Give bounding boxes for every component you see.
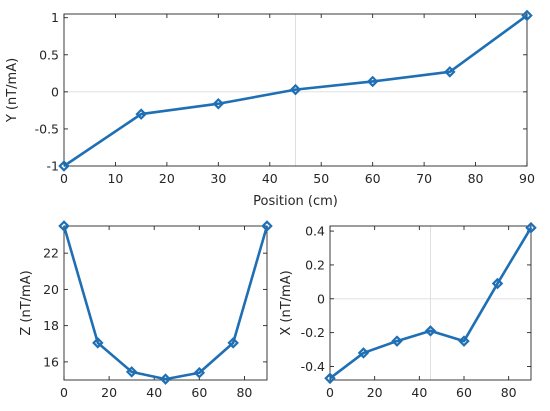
x-tick-label: 60: [365, 171, 381, 186]
y-tick-label: 0: [51, 84, 59, 99]
y-tick-label: 18: [43, 318, 59, 333]
data-point: [357, 347, 370, 359]
x-tick-label: 80: [236, 385, 252, 400]
x-tick-label: 50: [313, 171, 329, 186]
plot-frame: [329, 225, 532, 381]
x-tick-label: 30: [210, 171, 226, 186]
x-tick-label: 70: [416, 171, 432, 186]
x-tick-label: 60: [456, 385, 472, 400]
y-tick-label: 16: [43, 354, 59, 369]
data-point: [525, 221, 537, 234]
data-point: [58, 160, 70, 172]
data-point: [159, 373, 172, 385]
data-point: [491, 277, 504, 290]
y-tick-label: -0.2: [301, 325, 325, 340]
data-point: [444, 66, 456, 78]
y-axis-label: X (nT/mA): [279, 270, 294, 335]
x-axis-label: Position (cm): [253, 194, 338, 209]
plot-frame: [63, 225, 268, 381]
y-tick-label: 1: [51, 10, 59, 25]
chart-x-component: 0 20 40 60 80 -0.4 -0.2 0 0.2 0.4 X (nT/mA): [279, 221, 537, 400]
data-point: [424, 325, 437, 337]
y-tick-label: 0.4: [305, 224, 325, 239]
x-tick-label: 80: [501, 385, 517, 400]
chart-y-component: 0 10 20 30 40 50 60 70 80 90 -1 -0.5 0 0.5 1 Position (…: [5, 9, 535, 209]
plot-frame: [63, 13, 528, 167]
data-point: [212, 97, 225, 110]
y-tick-label: -0.4: [301, 359, 325, 374]
data-point: [324, 372, 336, 385]
y-tick-label: 22: [43, 246, 59, 261]
data-point: [58, 220, 70, 232]
series-line: [329, 227, 533, 380]
y-tick-label: 20: [43, 282, 59, 297]
data-point: [521, 9, 533, 22]
y-axis-label: Y (nT/mA): [5, 58, 20, 123]
data-point: [458, 335, 470, 347]
x-tick-label: 90: [519, 171, 535, 186]
x-tick-label: 60: [191, 385, 207, 400]
x-tick-label: 0: [326, 385, 334, 400]
series-line: [62, 225, 269, 381]
x-tick-label: 20: [367, 385, 383, 400]
data-point: [135, 108, 147, 120]
y-tick-label: -0.5: [35, 121, 59, 136]
chart-z-component: 0 20 40 60 80 16 18 20 22 Z (nT/mA): [19, 220, 273, 400]
y-tick-label: 0.2: [305, 257, 325, 272]
data-point: [227, 337, 239, 349]
x-tick-label: 80: [468, 171, 484, 186]
series-line: [63, 14, 528, 168]
x-tick-label: 10: [107, 171, 123, 186]
y-axis-label: Z (nT/mA): [19, 270, 34, 335]
x-tick-label: 40: [262, 171, 278, 186]
x-tick-label: 20: [101, 385, 117, 400]
data-point: [125, 366, 138, 378]
data-point: [193, 366, 206, 379]
x-tick-label: 40: [146, 385, 162, 400]
y-tick-label: -1: [47, 159, 59, 174]
x-tick-label: 20: [159, 171, 175, 186]
data-point: [366, 75, 379, 88]
x-tick-label: 40: [411, 385, 427, 400]
y-tick-label: 0.5: [39, 47, 59, 62]
x-tick-label: 0: [60, 385, 68, 400]
data-point: [391, 335, 403, 347]
data-point: [92, 337, 104, 349]
data-point: [289, 83, 302, 96]
data-point: [261, 220, 273, 232]
y-tick-label: 0: [317, 291, 325, 306]
x-tick-label: 0: [60, 171, 68, 186]
